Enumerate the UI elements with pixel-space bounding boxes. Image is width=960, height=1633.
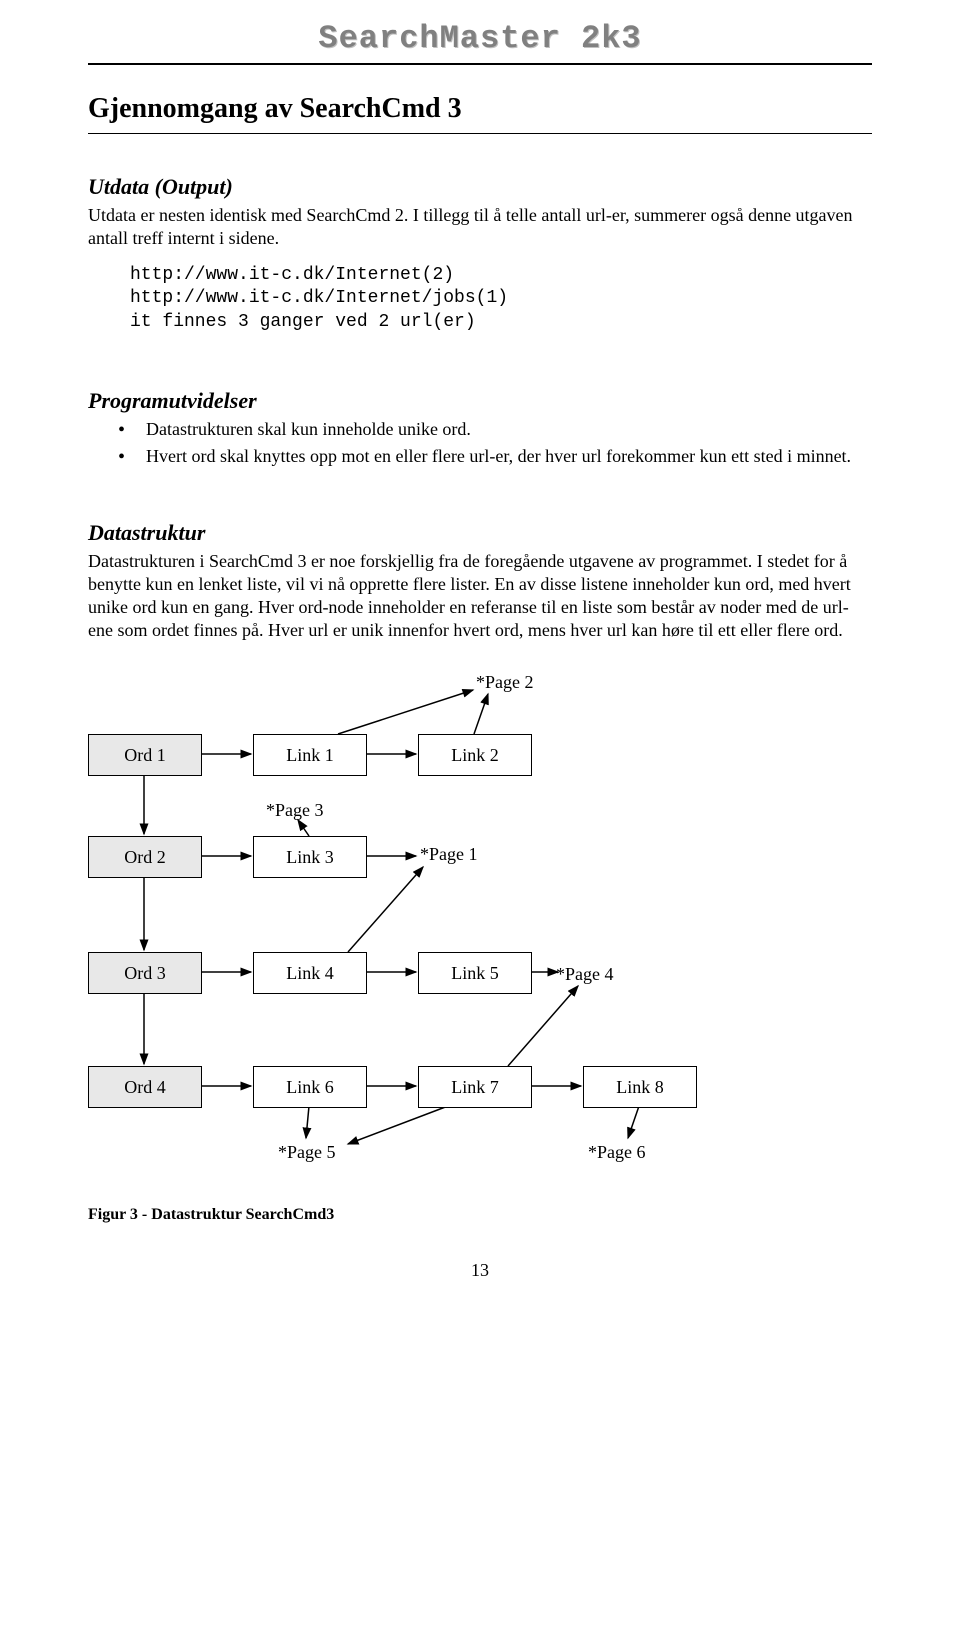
diagram-node-link5: Link 5 — [418, 952, 532, 994]
page-heading: Gjennomgang av SearchCmd 3 — [88, 93, 872, 125]
diagram-node-ord1: Ord 1 — [88, 734, 202, 776]
diagram-node-link2: Link 2 — [418, 734, 532, 776]
page: SearchMaster 2k3 Gjennomgang av SearchCm… — [0, 0, 960, 1311]
diagram-node-ord3: Ord 3 — [88, 952, 202, 994]
diagram-node-link3: Link 3 — [253, 836, 367, 878]
list-item: Hvert ord skal knyttes opp mot en eller … — [118, 445, 872, 468]
diagram-node-ord2: Ord 2 — [88, 836, 202, 878]
diagram-node-link6: Link 6 — [253, 1066, 367, 1108]
diagram-label-p2: *Page 2 — [476, 672, 534, 693]
list-item: Datastrukturen skal kun inneholde unike … — [118, 418, 872, 441]
diagram-label-p3: *Page 3 — [266, 800, 324, 821]
figure-caption: Figur 3 - Datastruktur SearchCmd3 — [88, 1206, 872, 1224]
diagram-node-link1: Link 1 — [253, 734, 367, 776]
heading-rule — [88, 133, 872, 134]
page-number: 13 — [88, 1260, 872, 1281]
diagram-node-link7: Link 7 — [418, 1066, 532, 1108]
diagram-label-p4: *Page 4 — [556, 964, 614, 985]
diagram-label-p6: *Page 6 — [588, 1142, 646, 1163]
section-utdata-title: Utdata (Output) — [88, 174, 872, 200]
diagram-node-link4: Link 4 — [253, 952, 367, 994]
header-rule — [88, 63, 872, 65]
diagram-label-p5: *Page 5 — [278, 1142, 336, 1163]
section-programutvidelser-title: Programutvidelser — [88, 388, 872, 414]
diagram-node-link8: Link 8 — [583, 1066, 697, 1108]
section-datastruktur-para: Datastrukturen i SearchCmd 3 er noe fors… — [88, 550, 872, 642]
code-output: http://www.it-c.dk/Internet(2) http://ww… — [130, 264, 872, 334]
datastruktur-diagram: Ord 1 Ord 2 Ord 3 Ord 4 Link 1 Link 2 Link 3 Li… — [88, 672, 872, 1202]
programutvidelser-list: Datastrukturen skal kun inneholde unike … — [118, 418, 872, 468]
diagram-node-ord4: Ord 4 — [88, 1066, 202, 1108]
section-datastruktur-title: Datastruktur — [88, 520, 872, 546]
section-utdata-para: Utdata er nesten identisk med SearchCmd … — [88, 204, 872, 250]
header-title: SearchMaster 2k3 — [88, 20, 872, 57]
diagram-label-p1: *Page 1 — [420, 844, 478, 865]
